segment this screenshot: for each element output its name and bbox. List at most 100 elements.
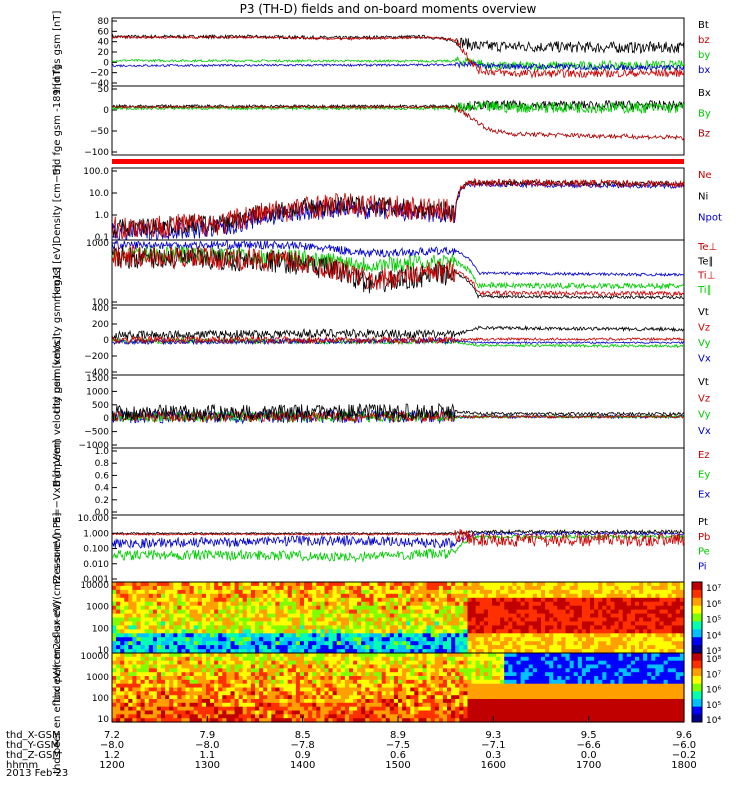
heatmap-cell [218, 629, 223, 634]
heatmap-cell [234, 625, 240, 630]
heatmap-cell [622, 625, 628, 630]
heatmap-cell [304, 613, 309, 619]
heatmap-cell [516, 679, 522, 685]
heatmap-cell [377, 687, 383, 692]
heatmap-cell [524, 601, 530, 607]
heatmap-cell [410, 672, 415, 677]
heatmap-cell [152, 660, 158, 666]
heatmap-cell [385, 609, 391, 615]
heatmap-cell [553, 718, 558, 723]
heatmap-cell [116, 706, 121, 712]
heatmap-cell [667, 617, 673, 622]
heatmap-cell [573, 582, 579, 587]
heatmap-cell [434, 718, 440, 723]
heatmap-cell [679, 601, 685, 607]
heatmap-cell [508, 641, 513, 646]
heatmap-cell [324, 601, 330, 607]
heatmap-cell [467, 710, 473, 715]
heatmap-cell [475, 582, 481, 587]
heatmap-cell [459, 656, 464, 662]
heatmap-cell [389, 585, 395, 591]
heatmap-cell [144, 585, 150, 591]
heatmap-cell [336, 645, 342, 650]
heatmap-cell [291, 656, 297, 662]
heatmap-cell [283, 718, 289, 723]
heatmap-cell [565, 706, 571, 712]
heatmap-cell [197, 589, 203, 595]
heatmap-cell [226, 629, 232, 634]
heatmap-cell [414, 641, 419, 646]
heatmap-cell [312, 625, 317, 630]
heatmap-cell [259, 613, 264, 619]
heatmap-cell [479, 601, 485, 607]
heatmap-cell [197, 629, 203, 634]
heatmap-cell [528, 679, 534, 685]
heatmap-cell [524, 695, 530, 700]
heatmap-cell [622, 695, 628, 700]
heatmap-cell [508, 691, 513, 696]
heatmap-cell [393, 621, 399, 626]
heatmap-cell [291, 629, 297, 634]
heatmap-cell [369, 718, 375, 723]
heatmap-cell [336, 660, 342, 666]
heatmap-cell [222, 625, 227, 630]
heatmap-cell [561, 649, 567, 654]
heatmap-cell [365, 664, 370, 669]
heatmap-cell [471, 714, 477, 719]
heatmap-cell [332, 679, 338, 685]
heatmap-cell [549, 668, 554, 673]
heatmap-cell [189, 653, 195, 658]
heatmap-cell [553, 653, 558, 658]
heatmap-cell [463, 597, 469, 603]
heatmap-cell [353, 702, 358, 708]
heatmap-cell [520, 609, 526, 615]
heatmap-cell [524, 589, 530, 595]
heatmap-cell [459, 633, 464, 638]
heatmap-cell [610, 589, 616, 595]
heatmap-cell [361, 609, 366, 615]
heatmap-cell [357, 645, 362, 650]
heatmap-cell [295, 718, 301, 723]
heatmap-cell [549, 718, 554, 723]
heatmap-cell [471, 672, 477, 677]
heatmap-cell [165, 593, 170, 599]
heatmap-cell [598, 589, 603, 595]
heatmap-cell [508, 649, 513, 654]
heatmap-cell [598, 641, 603, 646]
heatmap-cell [361, 702, 366, 708]
heatmap-cell [255, 691, 260, 696]
heatmap-cell [132, 601, 138, 607]
heatmap-cell [598, 668, 603, 673]
heatmap-cell [304, 589, 309, 595]
heatmap-cell [373, 637, 379, 642]
heatmap-cell [173, 702, 178, 708]
heatmap-cell [442, 625, 448, 630]
legend-entry: Vy [698, 338, 711, 349]
heatmap-cell [467, 699, 473, 704]
heatmap-cell [557, 617, 562, 622]
heatmap-cell [120, 660, 125, 666]
heatmap-cell [336, 601, 342, 607]
heatmap-cell [295, 706, 301, 712]
heatmap-cell [152, 593, 158, 599]
heatmap-cell [336, 687, 342, 692]
heatmap-cell [226, 660, 232, 666]
heatmap-cell [365, 660, 370, 666]
heatmap-cell [120, 582, 125, 587]
heatmap-cell [500, 621, 505, 626]
heatmap-cell [598, 676, 603, 681]
heatmap-cell [561, 613, 567, 619]
heatmap-cell [606, 633, 612, 638]
heatmap-cell [622, 641, 628, 646]
heatmap-cell [438, 589, 444, 595]
heatmap-cell [136, 629, 142, 634]
heatmap-cell [532, 645, 538, 650]
heatmap-cell [630, 637, 636, 642]
heatmap-cell [438, 633, 444, 638]
heatmap-cell [569, 589, 575, 595]
heatmap-cell [218, 605, 223, 611]
heatmap-cell [295, 601, 301, 607]
heatmap-cell [279, 718, 285, 723]
heatmap-cell [496, 710, 501, 715]
heatmap-cell [324, 672, 330, 677]
